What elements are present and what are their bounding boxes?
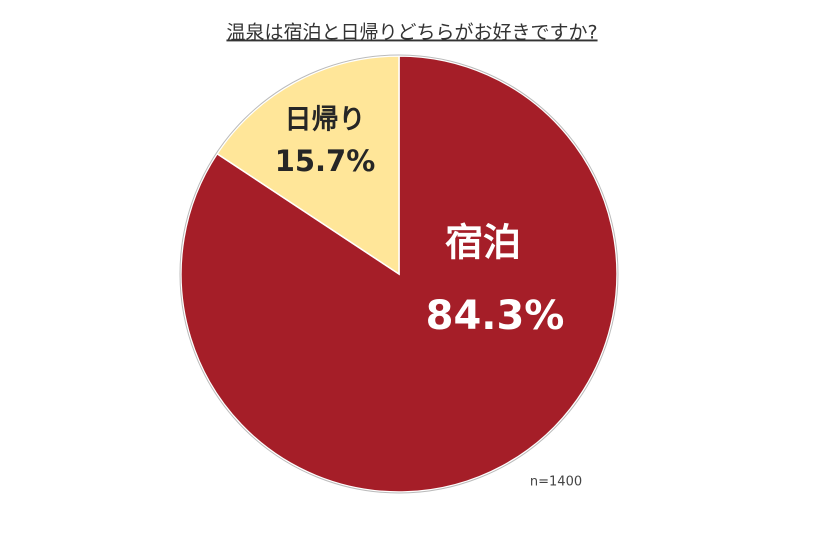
- slice-value-label: 84.3%: [426, 293, 565, 339]
- chart-title: 温泉は宿泊と日帰りどちらがお好きですか?: [226, 22, 597, 44]
- slice-value-label: 15.7%: [275, 144, 376, 178]
- slice-label: 宿泊: [445, 221, 521, 265]
- sample-size: n=1400: [530, 475, 582, 490]
- slice-label: 日帰り: [285, 105, 366, 136]
- pie-slice: [216, 55, 400, 276]
- pie-outline: [179, 54, 619, 494]
